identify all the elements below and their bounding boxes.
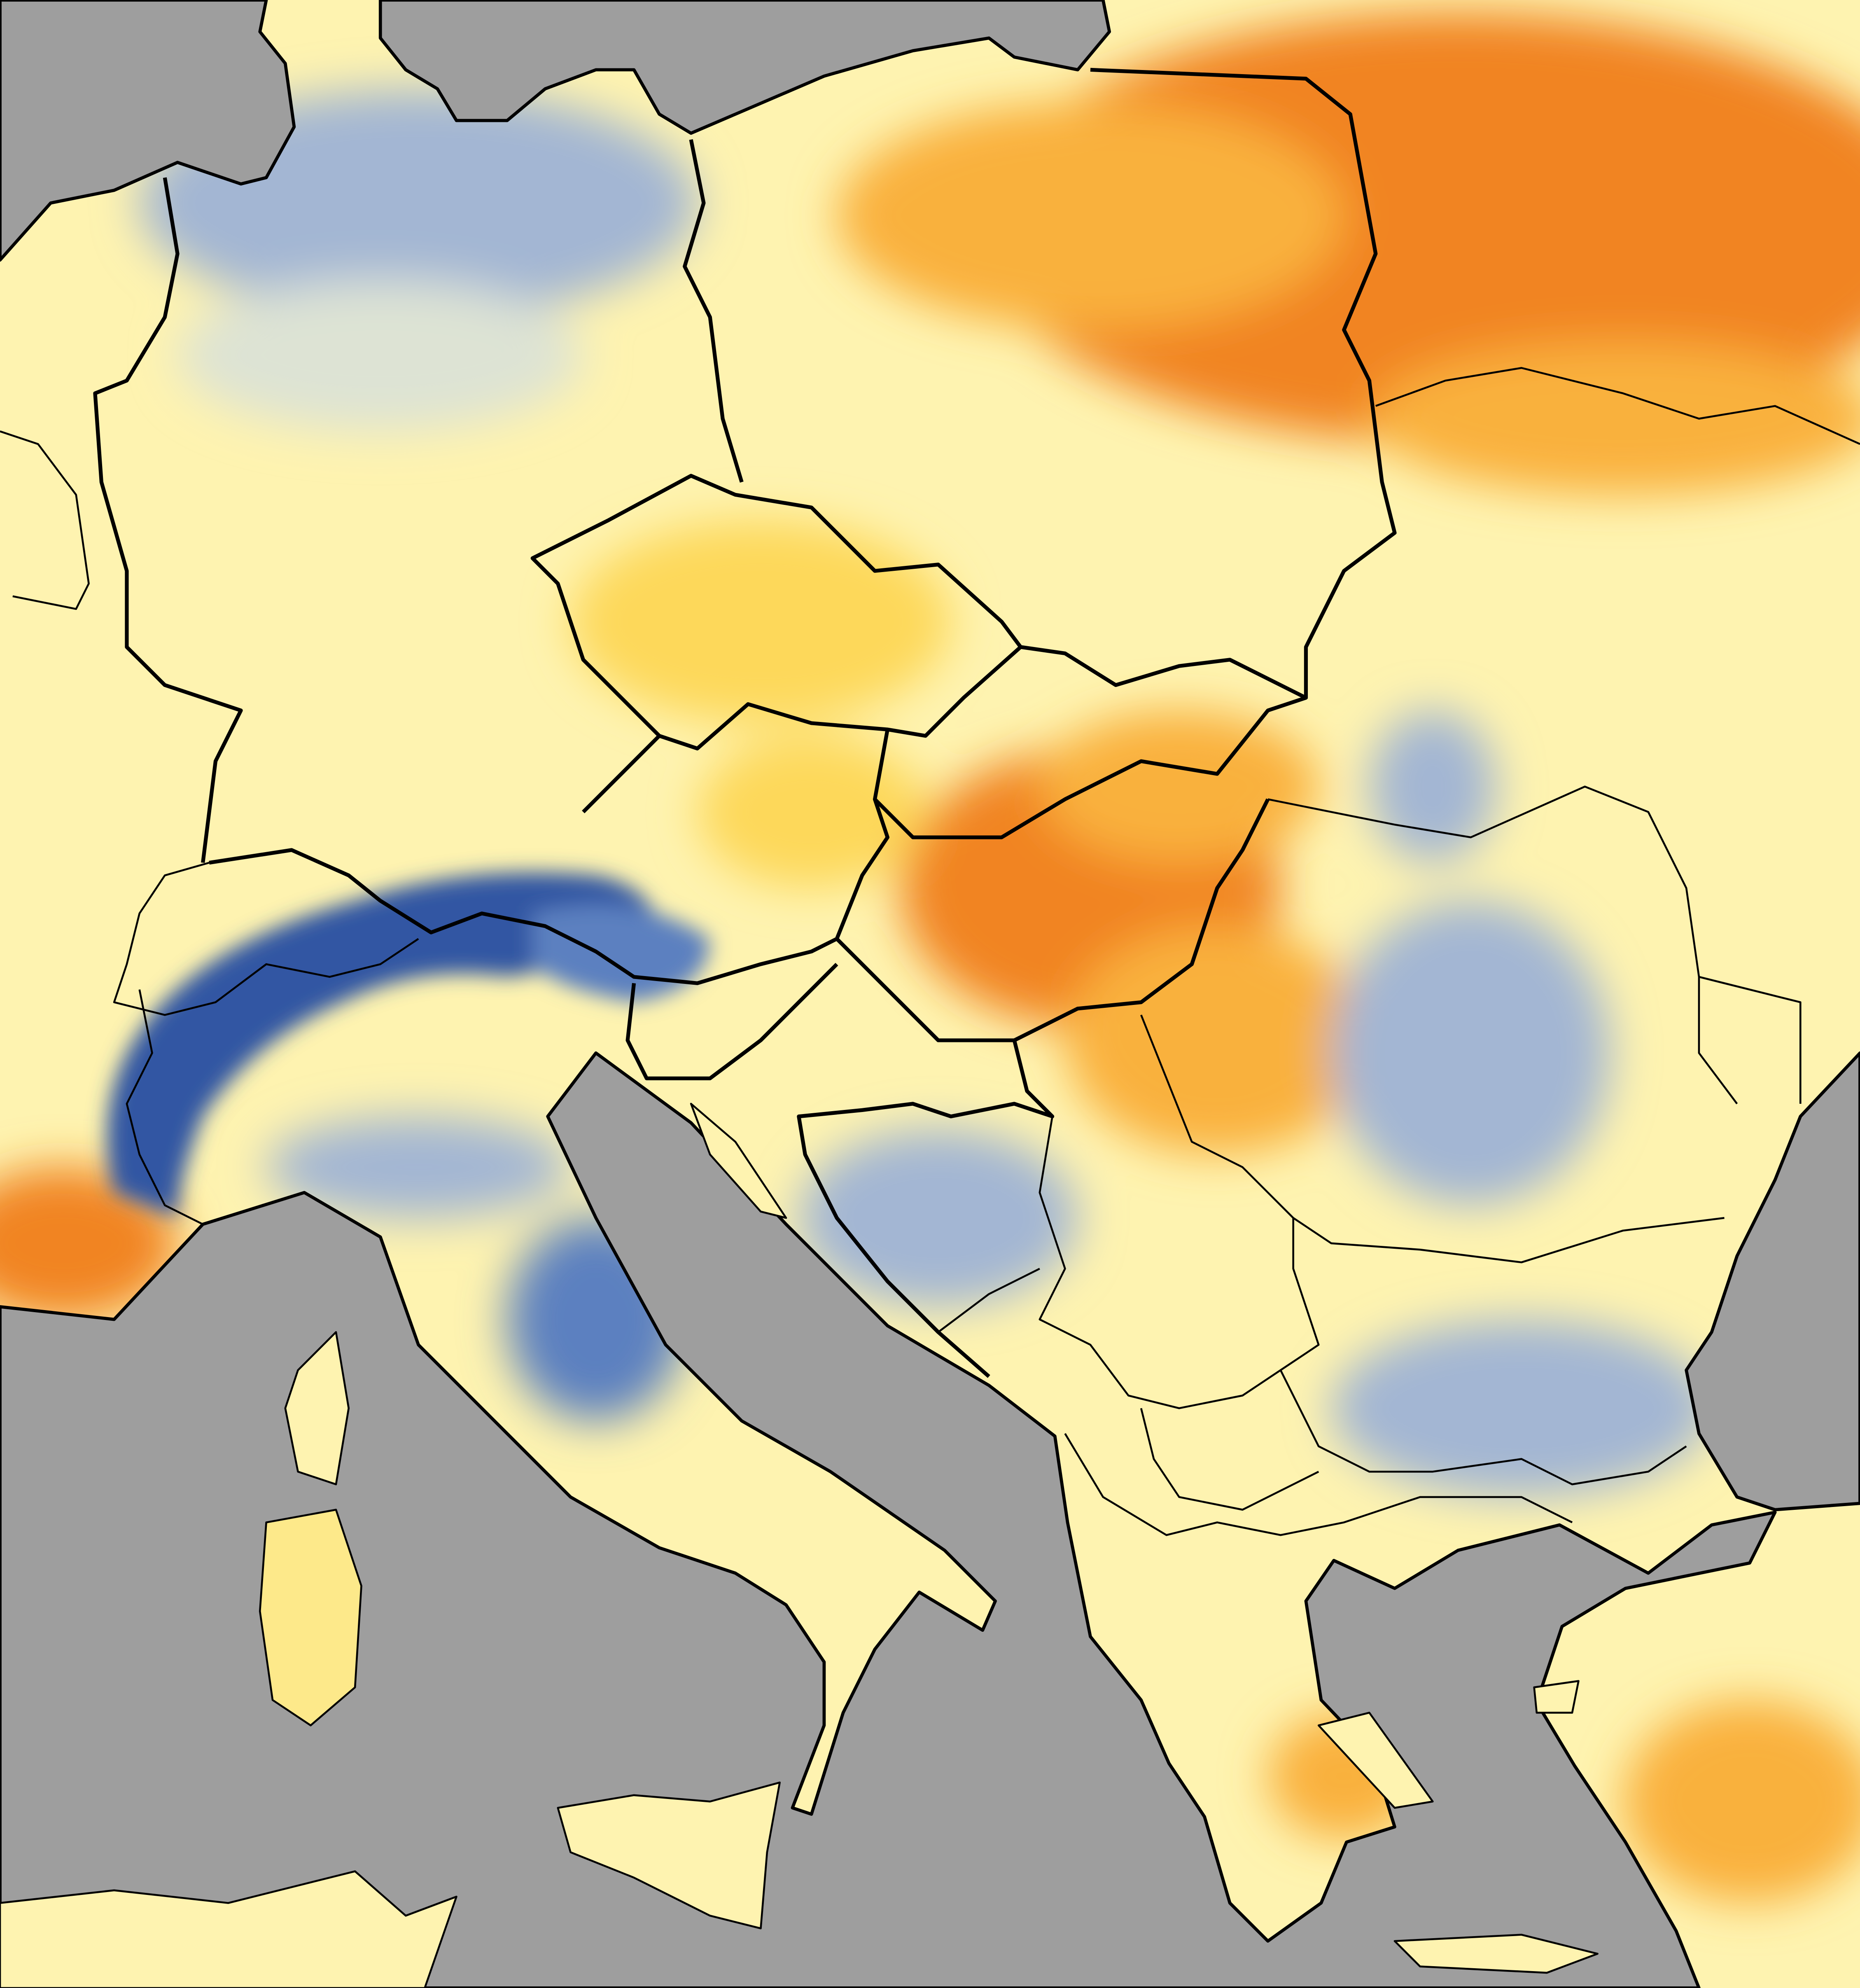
orange-region-france-south [0, 1167, 177, 1320]
border-switzerland [113, 862, 419, 1016]
border-poland-east [1090, 68, 1397, 698]
border-germany-west [93, 177, 243, 863]
country-borders [0, 68, 1860, 1536]
islands [0, 1103, 1599, 1988]
sicily [557, 1781, 781, 1930]
alps-anomaly [107, 872, 710, 1218]
blue-region-alps-east [532, 905, 710, 1002]
euboea [1317, 1712, 1434, 1809]
border-germany-poland [683, 139, 744, 483]
pale-region-romania [1331, 901, 1610, 1205]
orange-region-east [1369, 342, 1860, 495]
crete [1393, 1934, 1599, 1974]
orange-region-turkey [1623, 1700, 1860, 1903]
orange-region-north [837, 101, 1344, 330]
orange-region-romania-west [1065, 926, 1370, 1155]
black-sea [1685, 1051, 1860, 1511]
blue-region-bulgaria [1331, 1319, 1712, 1497]
sardinia [259, 1509, 362, 1726]
orange-region-slovakia [1039, 710, 1319, 863]
dalmatian-islands [690, 1103, 787, 1219]
border-moldova-ukraine [1375, 367, 1860, 445]
border-austria [209, 734, 889, 985]
north-sea [0, 0, 296, 262]
pale-region-carpathian [1369, 710, 1496, 863]
north-africa [0, 1870, 457, 1988]
pale-region-germany-mid [177, 279, 583, 432]
blue-region-alps [107, 872, 660, 1218]
baltic-sea [378, 0, 1111, 135]
yellow-region-czechia [570, 520, 951, 723]
corsica [284, 1331, 350, 1486]
border-bosnia [938, 1268, 1040, 1333]
border-greece [1064, 1433, 1573, 1536]
blue-region-po [266, 1116, 571, 1218]
border-france-belgium [0, 430, 90, 610]
border-france-italy [126, 989, 203, 1225]
border-slovakia-hungary [873, 645, 1308, 839]
border-hungary-south [835, 798, 1270, 1042]
border-serbia [1039, 1014, 1320, 1409]
yellow-region-austria [697, 736, 926, 888]
border-romania [1267, 785, 1802, 1264]
lesbos [1533, 1680, 1580, 1714]
border-macedonia [1140, 1408, 1319, 1511]
mediterranean-sea [0, 1051, 1777, 1988]
border-bulgaria [1279, 1369, 1687, 1486]
blue-region-balkans [798, 1129, 1078, 1307]
